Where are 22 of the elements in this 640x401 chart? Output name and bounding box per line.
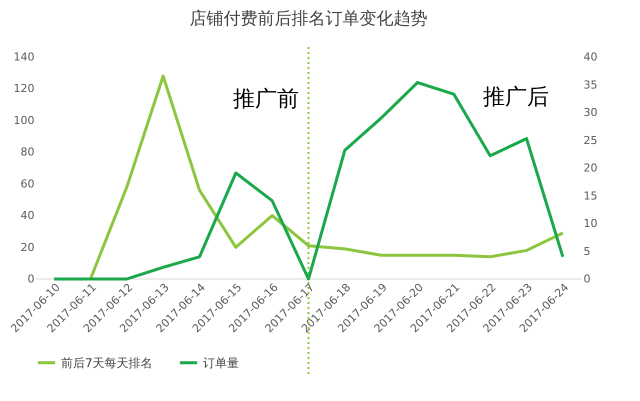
annotation: 推广后 <box>483 85 549 110</box>
y-tick-label: 40 <box>20 209 34 222</box>
y-tick-label: 140 <box>14 50 34 64</box>
y2-tick-label: 15 <box>584 189 598 202</box>
y2-tick-label: 5 <box>584 244 590 258</box>
y-tick-label: 80 <box>20 146 34 159</box>
annotation: 推广前 <box>233 87 299 112</box>
y-tick-label: 100 <box>14 114 34 127</box>
legend-label: 订单量 <box>203 356 239 370</box>
y2-tick-label: 0 <box>584 272 590 286</box>
y-tick-label: 120 <box>14 82 34 96</box>
y-tick-label: 20 <box>20 240 34 254</box>
chart-title: 店铺付费前后排名订单变化趋势 <box>190 9 428 29</box>
y-tick-label: 0 <box>28 272 34 286</box>
y2-tick-label: 20 <box>584 162 598 174</box>
y2-tick-label: 30 <box>584 106 598 119</box>
y-tick-label: 60 <box>20 177 34 190</box>
y2-tick-label: 25 <box>584 134 598 147</box>
y2-tick-label: 35 <box>584 78 598 92</box>
legend-label: 前后7天每天排名 <box>61 356 153 370</box>
y2-tick-label: 40 <box>584 50 598 64</box>
y2-tick-label: 10 <box>584 217 598 230</box>
